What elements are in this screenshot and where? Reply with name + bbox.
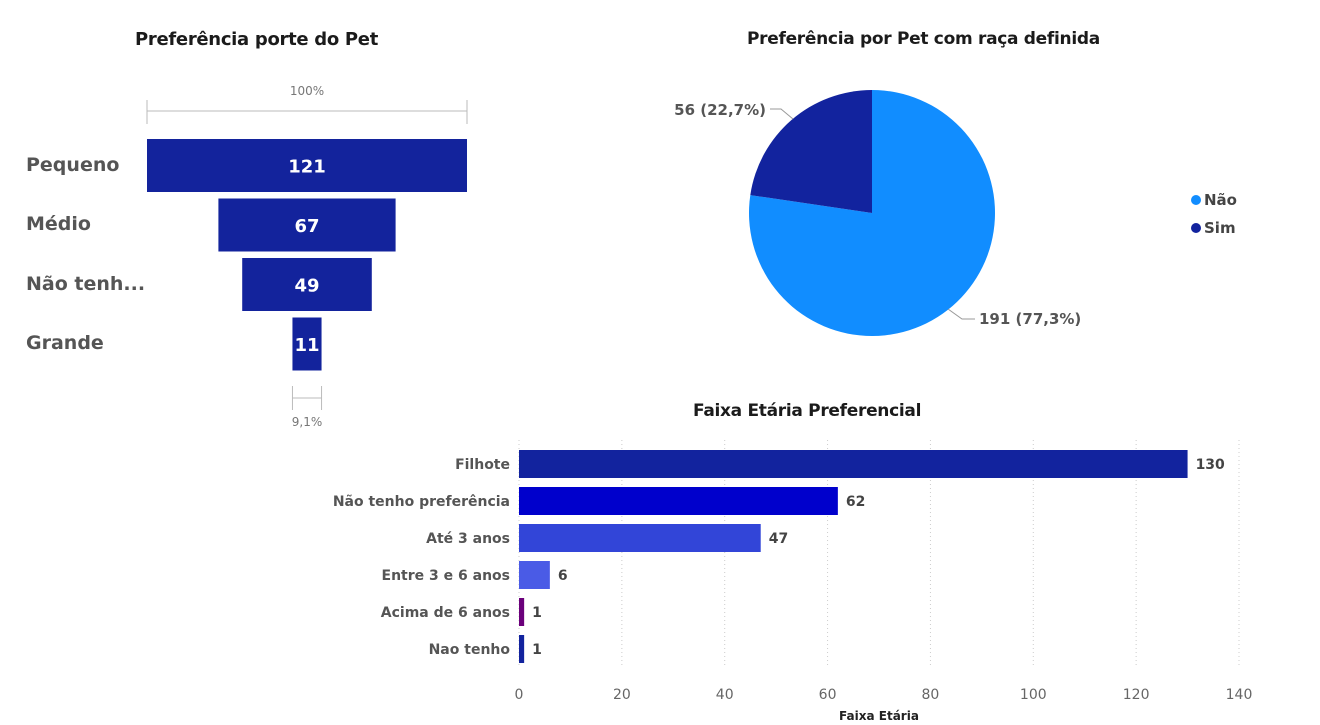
pie-data-label: 191 (77,3%)	[979, 310, 1081, 328]
x-tick-label: 40	[716, 687, 734, 703]
x-tick-label: 120	[1123, 687, 1150, 703]
funnel-value-label: 11	[294, 335, 319, 356]
bar-value-label: 1	[532, 605, 542, 621]
funnel-bar	[292, 317, 322, 371]
funnel-bar	[242, 258, 372, 311]
pie-leader-line	[770, 108, 794, 120]
bar	[519, 635, 525, 663]
x-tick-label: 0	[515, 687, 524, 703]
pie-data-label: 56 (22,7%)	[674, 101, 766, 119]
legend-marker	[1191, 195, 1201, 205]
bar-value-label: 6	[558, 568, 568, 584]
legend-label: Não	[1204, 191, 1237, 209]
bar	[519, 561, 550, 589]
x-tick-label: 80	[922, 687, 940, 703]
bar	[519, 487, 838, 515]
y-category-label: Acima de 6 anos	[381, 605, 510, 621]
funnel-chart-title: Preferência porte do Pet	[135, 29, 378, 50]
funnel-category-label: Grande	[26, 332, 104, 354]
bar	[519, 450, 1188, 478]
y-category-label: Filhote	[455, 457, 510, 473]
funnel-top-percent: 100%	[290, 84, 324, 98]
bar	[519, 598, 525, 626]
legend-marker	[1191, 223, 1201, 233]
pie-slice	[748, 90, 995, 336]
funnel-category-label: Pequeno	[26, 154, 120, 176]
bar-value-label: 62	[846, 494, 865, 510]
bar-chart-title: Faixa Etária Preferencial	[693, 401, 922, 421]
bar-value-label: 47	[769, 531, 788, 547]
funnel-category-label: Não tenh...	[26, 273, 146, 295]
x-tick-label: 60	[819, 687, 837, 703]
y-category-label: Nao tenho	[429, 642, 511, 658]
bar	[519, 524, 761, 552]
x-tick-label: 20	[613, 687, 631, 703]
funnel-bar	[147, 139, 467, 192]
pie-chart-title: Preferência por Pet com raça definida	[747, 29, 1100, 49]
y-category-label: Não tenho preferência	[333, 494, 510, 510]
funnel-value-label: 67	[294, 216, 319, 237]
x-tick-label: 100	[1020, 687, 1047, 703]
y-category-label: Entre 3 e 6 anos	[382, 568, 510, 584]
funnel-value-label: 49	[294, 276, 319, 297]
x-tick-label: 140	[1226, 687, 1253, 703]
bar-value-label: 1	[532, 642, 542, 658]
pie-leader-line	[947, 308, 975, 320]
pie-slice	[750, 90, 872, 213]
x-axis-title: Faixa Etária	[839, 709, 919, 723]
funnel-category-label: Médio	[26, 213, 91, 235]
funnel-bar	[218, 198, 396, 252]
funnel-bottom-percent: 9,1%	[292, 415, 323, 429]
y-category-label: Até 3 anos	[426, 531, 510, 547]
funnel-value-label: 121	[288, 157, 326, 178]
legend-label: Sim	[1204, 219, 1236, 237]
bar-value-label: 130	[1196, 457, 1225, 473]
